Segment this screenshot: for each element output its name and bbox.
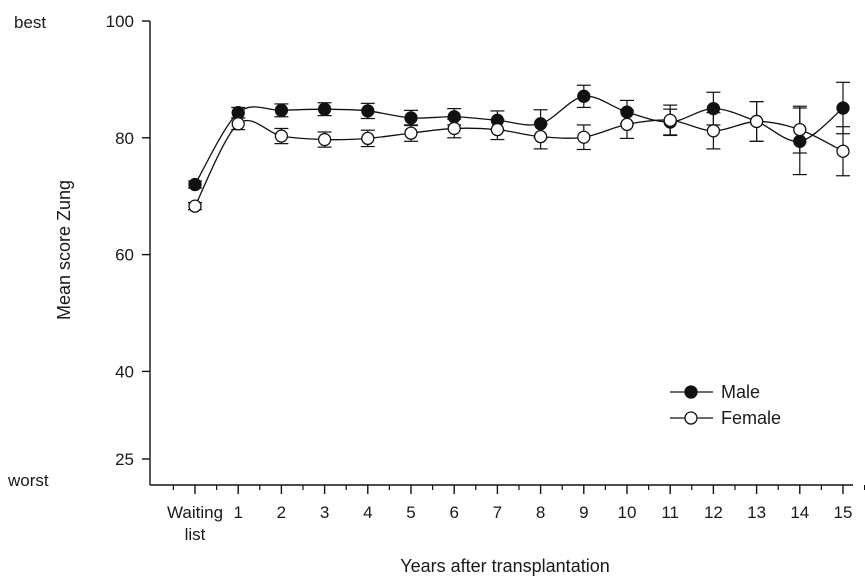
data-point-male	[836, 101, 850, 115]
data-point-male	[231, 106, 245, 120]
x-tick-label: 4	[363, 503, 372, 522]
data-point-male	[317, 102, 332, 116]
series-line-male	[194, 95, 844, 185]
data-point-female	[533, 129, 548, 144]
x-tick-label: Waiting	[167, 503, 223, 522]
legend: Male Female	[670, 382, 781, 428]
x-tick-label: 3	[320, 503, 329, 522]
data-point-female	[836, 144, 850, 158]
y-ticks: 25 40 60 80 100	[106, 12, 150, 469]
x-tick-label: 8	[536, 503, 545, 522]
x-tick-label: list	[185, 525, 206, 544]
data-point-male	[274, 103, 289, 118]
legend-label-female: Female	[721, 408, 781, 428]
data-point-male	[188, 177, 202, 192]
data-point-female	[188, 199, 202, 213]
y-tick-label: 25	[115, 450, 134, 469]
data-point-female	[274, 129, 289, 143]
legend-marker-male	[684, 385, 698, 399]
y-tick-label: 100	[106, 12, 134, 31]
data-point-female	[447, 121, 461, 136]
x-tick-label: 9	[579, 503, 588, 522]
x-axis-title: Years after transplantation	[400, 556, 609, 576]
series-female	[188, 100, 850, 213]
data-point-female	[490, 122, 505, 137]
series-line-female	[194, 119, 844, 207]
y-tick-label: 80	[115, 129, 134, 148]
x-tick-label: 7	[493, 503, 502, 522]
data-point-male	[404, 111, 418, 125]
y-tick-label: 40	[115, 362, 134, 381]
data-point-female	[706, 124, 721, 138]
x-tick-label: 5	[406, 503, 415, 522]
data-point-female	[404, 126, 418, 140]
x-tick-label: 6	[449, 503, 458, 522]
series-layer	[188, 81, 850, 213]
x-tick-label: 15	[834, 503, 853, 522]
x-tick-label: 1	[233, 503, 242, 522]
data-point-female	[231, 117, 245, 131]
y-bottom-note: worst	[7, 471, 49, 490]
data-point-female	[749, 114, 764, 129]
x-tick-label: 13	[747, 503, 766, 522]
data-point-female	[793, 122, 807, 137]
x-tick-label: 12	[704, 503, 723, 522]
legend-marker-female	[684, 411, 698, 425]
y-top-note: best	[14, 13, 46, 32]
x-tick-label: 10	[618, 503, 637, 522]
data-point-male	[361, 104, 375, 118]
y-tick-label: 60	[115, 246, 134, 265]
y-axis-title: Mean score Zung	[54, 180, 74, 320]
data-point-female	[317, 132, 332, 147]
legend-label-male: Male	[721, 382, 760, 402]
data-point-female	[361, 131, 375, 146]
data-point-female	[620, 117, 634, 132]
x-tick-label: 14	[790, 503, 809, 522]
data-point-female	[577, 130, 591, 144]
x-tick-label: 11	[661, 503, 679, 522]
data-point-male	[577, 89, 591, 103]
x-tick-label: 2	[277, 503, 286, 522]
data-point-female	[663, 113, 677, 127]
